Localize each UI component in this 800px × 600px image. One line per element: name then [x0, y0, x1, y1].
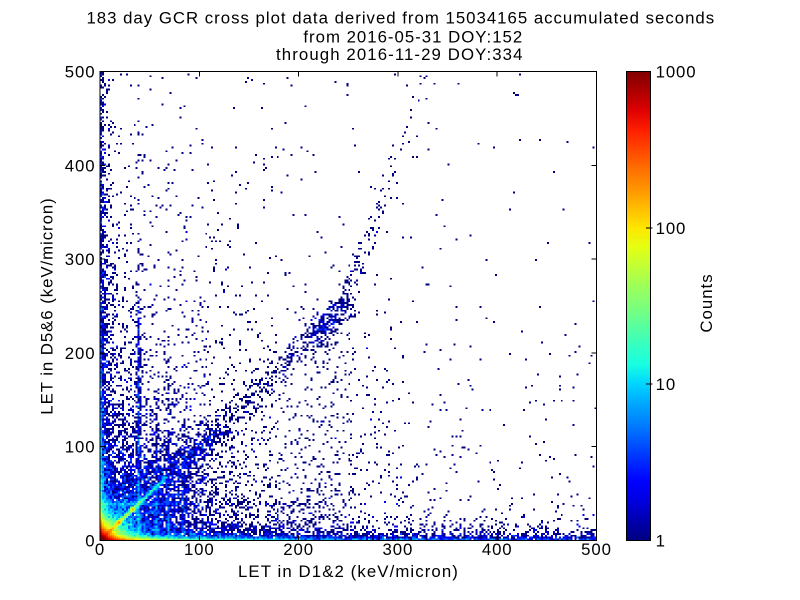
svg-text:300: 300: [65, 250, 96, 269]
svg-text:200: 200: [283, 540, 314, 559]
svg-text:100: 100: [184, 540, 215, 559]
svg-text:1: 1: [656, 532, 666, 551]
svg-text:1000: 1000: [656, 63, 697, 82]
svg-text:400: 400: [65, 156, 96, 175]
svg-text:100: 100: [656, 219, 687, 238]
svg-text:10: 10: [656, 375, 676, 394]
svg-text:183 day GCR cross plot data de: 183 day GCR cross plot data derived from…: [86, 8, 715, 27]
svg-text:through 2016-11-29 DOY:334: through 2016-11-29 DOY:334: [276, 45, 524, 64]
svg-text:LET in D1&2 (keV/micron): LET in D1&2 (keV/micron): [238, 562, 459, 581]
svg-text:from 2016-05-31 DOY:152: from 2016-05-31 DOY:152: [303, 27, 523, 46]
svg-text:0: 0: [95, 540, 105, 559]
svg-text:300: 300: [383, 540, 414, 559]
svg-text:Counts: Counts: [697, 273, 716, 332]
svg-text:0: 0: [85, 532, 95, 551]
svg-text:100: 100: [65, 438, 96, 457]
svg-text:LET in D5&6 (keV/micron): LET in D5&6 (keV/micron): [38, 197, 57, 414]
svg-text:500: 500: [65, 63, 96, 82]
svg-text:200: 200: [65, 344, 96, 363]
svg-text:400: 400: [482, 540, 513, 559]
svg-text:500: 500: [581, 540, 612, 559]
